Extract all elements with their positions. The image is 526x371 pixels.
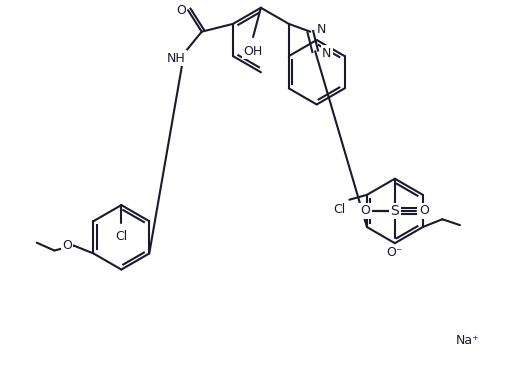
- Text: S: S: [390, 204, 399, 218]
- Text: O: O: [62, 239, 72, 252]
- Text: N: N: [322, 47, 331, 60]
- Text: OH: OH: [244, 45, 262, 58]
- Text: Cl: Cl: [115, 230, 127, 243]
- Text: Na⁺: Na⁺: [456, 334, 479, 347]
- Text: O: O: [361, 204, 370, 217]
- Text: O: O: [176, 4, 186, 17]
- Text: O⁻: O⁻: [387, 246, 403, 259]
- Text: NH: NH: [167, 52, 186, 65]
- Text: Cl: Cl: [333, 203, 346, 216]
- Text: O: O: [419, 204, 429, 217]
- Text: N: N: [317, 23, 327, 36]
